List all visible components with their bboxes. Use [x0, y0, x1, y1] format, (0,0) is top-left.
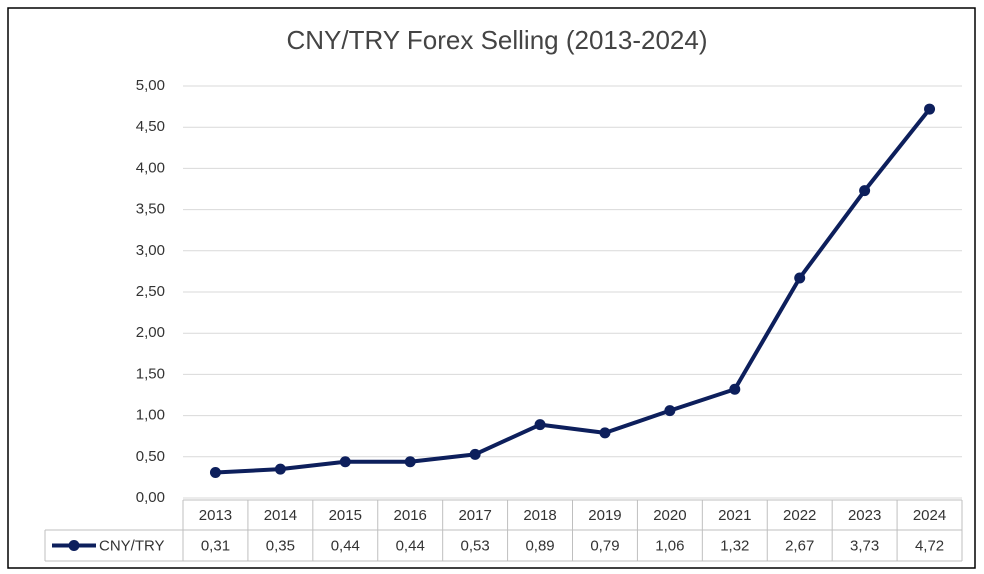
x-tick-label: 2014 — [264, 507, 297, 524]
marker — [729, 383, 741, 395]
y-tick-label: 2,00 — [136, 324, 165, 341]
table-value: 1,32 — [720, 537, 749, 554]
y-tick-label: 1,50 — [136, 365, 165, 382]
x-tick-label: 2017 — [458, 507, 491, 524]
y-tick-label: 1,00 — [136, 407, 165, 424]
marker — [469, 448, 481, 460]
table-value: 4,72 — [915, 537, 944, 554]
marker — [924, 103, 936, 115]
table-value: 0,53 — [461, 537, 490, 554]
marker — [404, 456, 416, 468]
x-tick-label: 2024 — [913, 507, 946, 524]
marker — [274, 463, 286, 475]
y-tick-label: 5,00 — [136, 77, 165, 94]
legend-label: CNY/TRY — [99, 537, 165, 554]
table-value: 2,67 — [785, 537, 814, 554]
x-tick-label: 2021 — [718, 507, 751, 524]
table-value: 0,31 — [201, 537, 230, 554]
table-value: 0,44 — [396, 537, 425, 554]
y-tick-label: 4,50 — [136, 118, 165, 135]
marker — [599, 427, 611, 439]
y-tick-label: 0,00 — [136, 489, 165, 506]
y-tick-label: 0,50 — [136, 448, 165, 465]
table-value: 0,44 — [331, 537, 360, 554]
x-tick-label: 2020 — [653, 507, 686, 524]
table-value: 0,79 — [590, 537, 619, 554]
chart-title: CNY/TRY Forex Selling (2013-2024) — [286, 25, 707, 55]
marker — [339, 456, 351, 468]
line — [215, 107, 932, 475]
x-tick-label: 2019 — [588, 507, 621, 524]
table-value: 0,35 — [266, 537, 295, 554]
marker — [794, 272, 806, 284]
y-tick-label: 4,00 — [136, 159, 165, 176]
y-tick-label: 3,50 — [136, 201, 165, 218]
marker — [664, 405, 676, 417]
x-tick-label: 2016 — [394, 507, 427, 524]
x-tick-label: 2018 — [523, 507, 556, 524]
marker — [534, 419, 546, 431]
chart-border — [7, 7, 976, 569]
marker — [859, 185, 871, 197]
marker — [209, 466, 221, 478]
x-tick-label: 2022 — [783, 507, 816, 524]
table-value: 0,89 — [525, 537, 554, 554]
table-value: 3,73 — [850, 537, 879, 554]
table-value: 1,06 — [655, 537, 684, 554]
x-tick-label: 2013 — [199, 507, 232, 524]
x-tick-label: 2023 — [848, 507, 881, 524]
y-tick-label: 2,50 — [136, 283, 165, 300]
x-tick-label: 2015 — [329, 507, 362, 524]
y-tick-label: 3,00 — [136, 242, 165, 259]
legend-marker — [68, 540, 80, 551]
